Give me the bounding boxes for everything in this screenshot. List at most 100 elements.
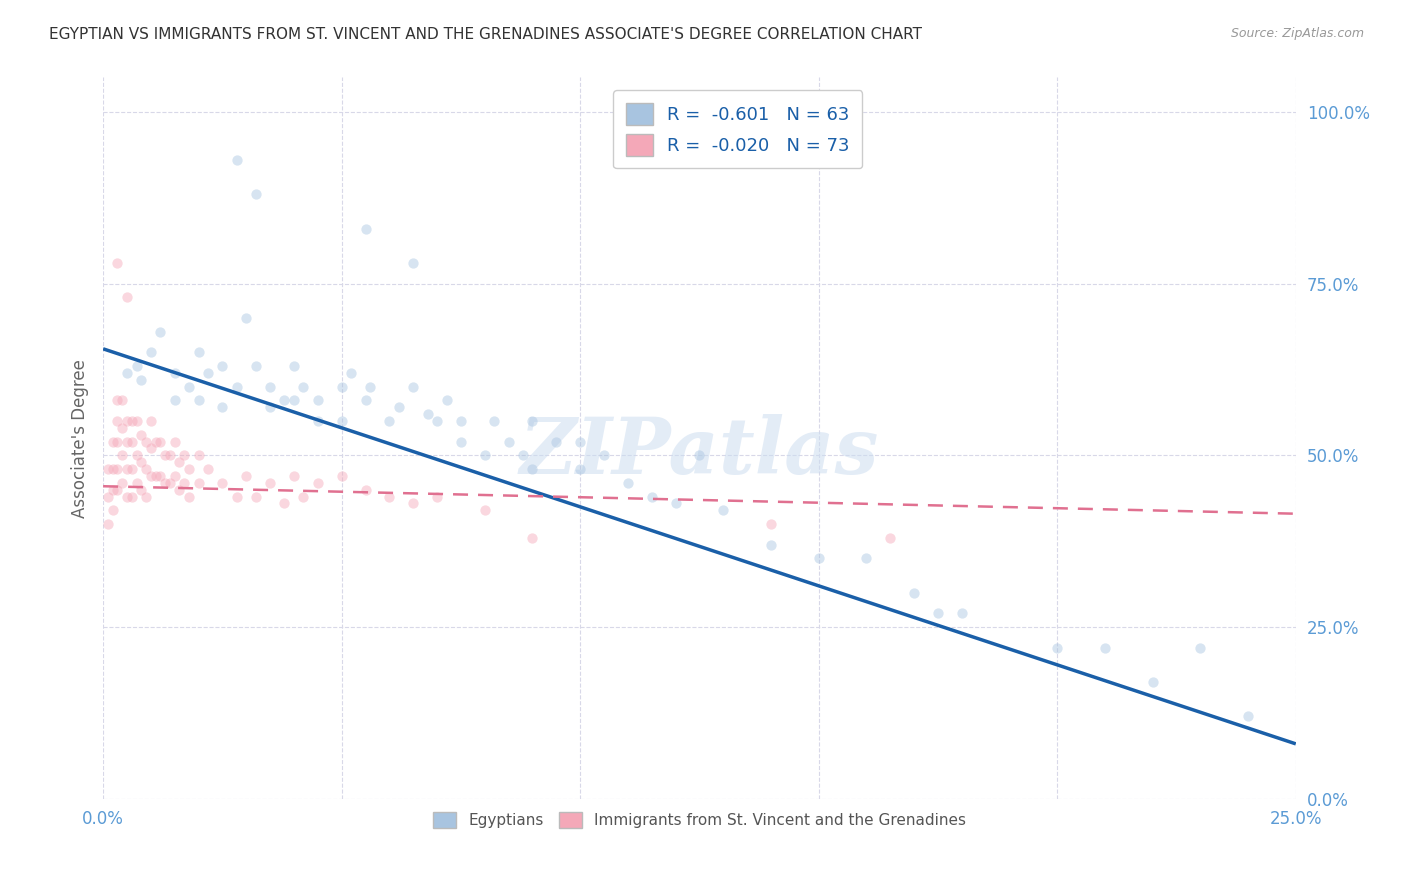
Point [187, 393, 209, 408]
Point [569, 434, 592, 449]
Point [512, 448, 534, 462]
Point [1237, 709, 1260, 723]
Point [107, 256, 129, 270]
Point [1142, 675, 1164, 690]
Point [115, 290, 138, 304]
Point [402, 256, 425, 270]
Point [177, 490, 200, 504]
Point [225, 153, 247, 167]
Point [330, 469, 353, 483]
Point [378, 490, 401, 504]
Point [125, 414, 148, 428]
Point [173, 448, 195, 462]
Point [153, 475, 176, 490]
Point [388, 401, 411, 415]
Point [245, 359, 267, 373]
Point [292, 490, 315, 504]
Point [225, 490, 247, 504]
Point [121, 414, 143, 428]
Point [273, 496, 295, 510]
Point [139, 442, 162, 456]
Point [163, 434, 186, 449]
Point [593, 448, 616, 462]
Point [197, 462, 219, 476]
Point [139, 414, 162, 428]
Point [129, 483, 152, 497]
Point [129, 455, 152, 469]
Point [115, 434, 138, 449]
Point [259, 475, 281, 490]
Point [153, 448, 176, 462]
Point [125, 448, 148, 462]
Point [245, 490, 267, 504]
Point [1046, 640, 1069, 655]
Point [522, 531, 544, 545]
Point [97, 462, 120, 476]
Point [259, 379, 281, 393]
Point [101, 462, 124, 476]
Point [426, 490, 449, 504]
Point [115, 490, 138, 504]
Point [855, 551, 877, 566]
Point [163, 469, 186, 483]
Point [163, 366, 186, 380]
Point [159, 448, 181, 462]
Point [121, 434, 143, 449]
Point [522, 462, 544, 476]
Point [169, 455, 191, 469]
Point [402, 496, 425, 510]
Point [484, 414, 506, 428]
Point [807, 551, 830, 566]
Point [145, 469, 167, 483]
Point [950, 607, 973, 621]
Point [107, 462, 129, 476]
Point [139, 345, 162, 359]
Point [879, 531, 901, 545]
Point [187, 345, 209, 359]
Point [135, 462, 157, 476]
Point [641, 490, 664, 504]
Point [235, 310, 257, 325]
Point [121, 462, 143, 476]
Y-axis label: Associate's Degree: Associate's Degree [72, 359, 89, 517]
Point [340, 366, 363, 380]
Point [330, 379, 353, 393]
Point [273, 393, 295, 408]
Point [546, 434, 568, 449]
Point [97, 516, 120, 531]
Point [354, 221, 377, 235]
Point [665, 496, 688, 510]
Point [101, 483, 124, 497]
Point [307, 414, 329, 428]
Point [354, 483, 377, 497]
Text: ZIPatlas: ZIPatlas [520, 414, 879, 491]
Point [107, 483, 129, 497]
Point [173, 475, 195, 490]
Point [426, 414, 449, 428]
Point [107, 393, 129, 408]
Point [245, 187, 267, 202]
Point [225, 379, 247, 393]
Point [450, 434, 472, 449]
Point [111, 421, 134, 435]
Point [330, 414, 353, 428]
Point [177, 462, 200, 476]
Point [416, 407, 439, 421]
Legend: Egyptians, Immigrants from St. Vincent and the Grenadines: Egyptians, Immigrants from St. Vincent a… [427, 806, 972, 835]
Point [283, 469, 305, 483]
Point [187, 448, 209, 462]
Point [354, 393, 377, 408]
Point [97, 490, 120, 504]
Point [129, 427, 152, 442]
Point [927, 607, 949, 621]
Point [129, 373, 152, 387]
Point [211, 401, 233, 415]
Point [474, 448, 496, 462]
Text: Source: ZipAtlas.com: Source: ZipAtlas.com [1230, 27, 1364, 40]
Point [125, 359, 148, 373]
Point [111, 393, 134, 408]
Point [125, 475, 148, 490]
Point [121, 490, 143, 504]
Point [197, 366, 219, 380]
Point [159, 475, 181, 490]
